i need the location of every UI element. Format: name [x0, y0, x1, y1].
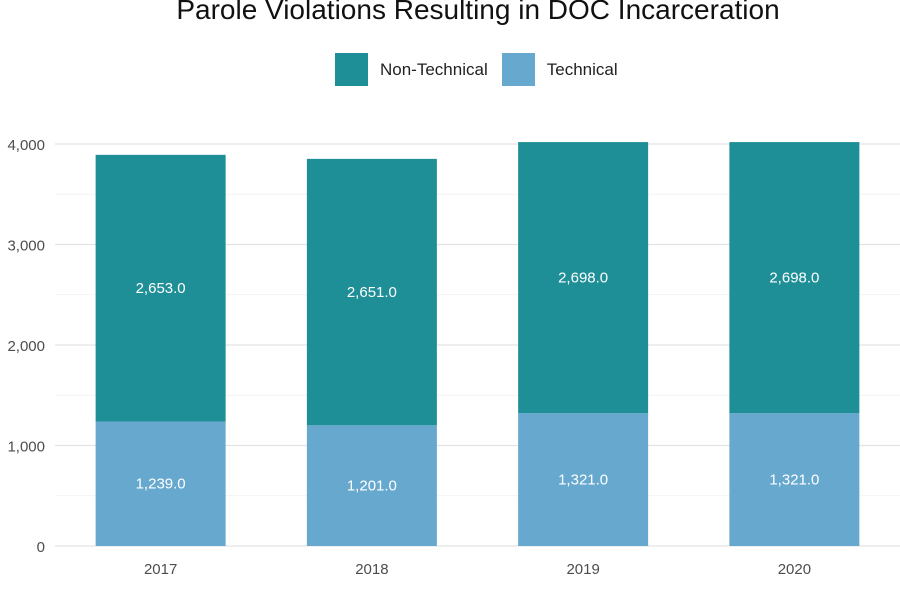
legend-swatch-technical: [501, 53, 535, 86]
legend-label-technical: Technical: [546, 59, 618, 79]
bar-non-technical-2020: [729, 142, 860, 414]
legend: Non-Technical Technical: [335, 53, 632, 86]
data-label: 2,653.0: [136, 280, 186, 297]
x-tick-label: 2019: [566, 561, 599, 578]
legend-item-non-technical: Non-Technical: [335, 53, 488, 86]
bar-technical-2018: [306, 425, 437, 546]
y-tick-label: 1,000: [7, 439, 45, 456]
x-tick-label: 2018: [355, 561, 388, 578]
y-tick-label: 0: [37, 539, 45, 556]
bar-technical-2019: [518, 413, 649, 546]
bar-non-technical-2019: [518, 142, 649, 414]
legend-item-technical: Technical: [501, 53, 618, 86]
y-tick-label: 3,000: [7, 238, 45, 255]
data-label: 1,201.0: [347, 478, 397, 495]
data-label: 1,321.0: [769, 472, 819, 489]
legend-label-non-technical: Non-Technical: [380, 59, 488, 79]
bar-non-technical-2018: [306, 158, 437, 426]
bar-technical-2017: [95, 421, 226, 546]
x-tick-label: 2017: [144, 561, 177, 578]
x-tick-label: 2020: [778, 561, 811, 578]
bar-non-technical-2017: [95, 154, 226, 422]
data-label: 2,651.0: [347, 284, 397, 301]
bar-technical-2020: [729, 413, 860, 546]
data-label: 1,321.0: [558, 472, 608, 489]
y-tick-label: 4,000: [7, 137, 45, 154]
y-tick-label: 2,000: [7, 338, 45, 355]
legend-swatch-non-technical: [335, 53, 368, 86]
data-label: 2,698.0: [769, 270, 819, 287]
chart-title: Parole Violations Resulting in DOC Incar…: [176, 0, 780, 25]
data-label: 1,239.0: [136, 476, 186, 493]
data-label: 2,698.0: [558, 270, 608, 287]
